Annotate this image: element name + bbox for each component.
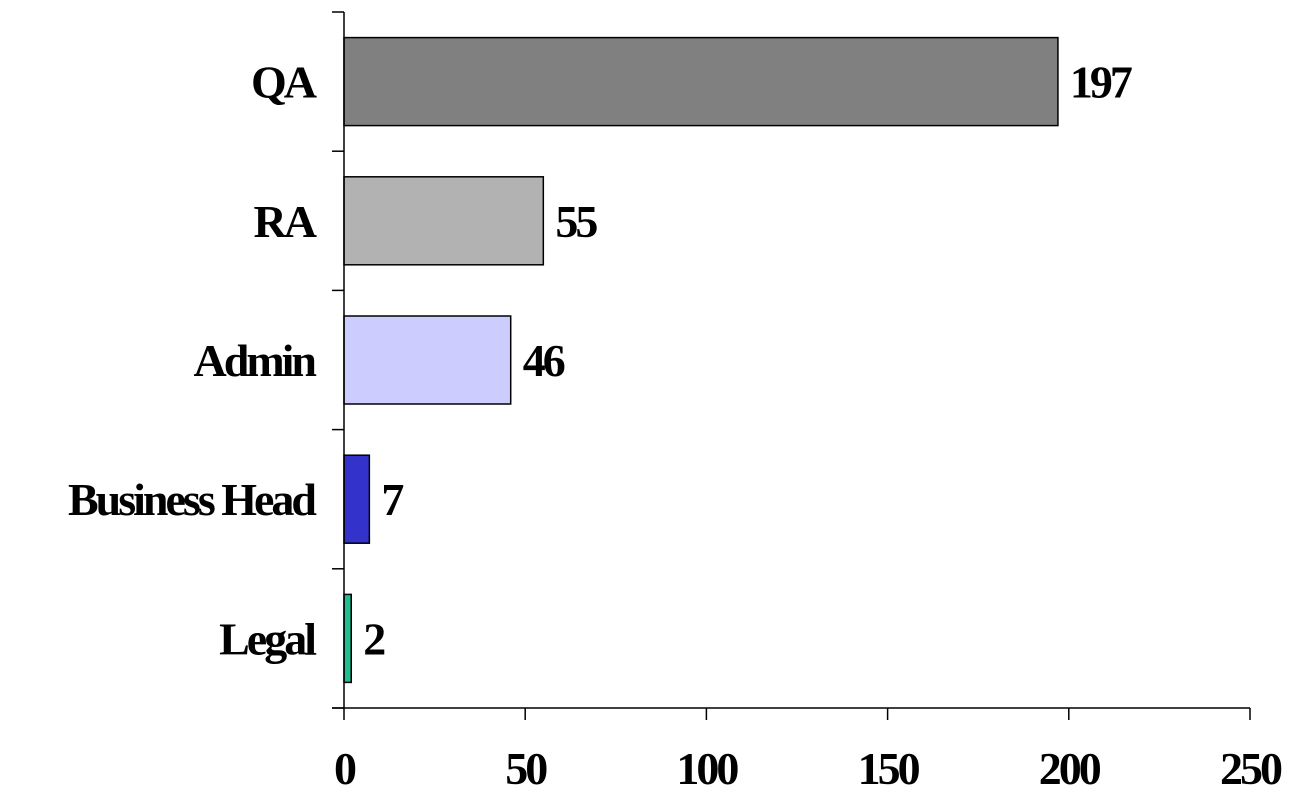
labels-group: 197 QA 55 RA 46 Admin 7 Business Head 2 Legal 0 50 1… [68, 57, 1285, 794]
value-label-admin: 46 [523, 335, 565, 386]
x-tick-label: 100 [676, 743, 738, 794]
x-tick-label: 200 [1039, 743, 1101, 794]
bars-group [343, 36, 1059, 684]
category-label-qa: QA [251, 57, 317, 108]
bar-admin [343, 315, 512, 405]
value-label-qa: 197 [1070, 57, 1132, 108]
bar-business-head [343, 454, 371, 544]
axes-group [332, 11, 1251, 720]
x-tick-label: 50 [505, 743, 547, 794]
value-label-legal: 2 [363, 613, 385, 664]
x-tick-label: 150 [858, 743, 920, 794]
bar-qa [343, 36, 1059, 127]
category-label-admin: Admin [194, 335, 317, 386]
value-label-ra: 55 [555, 196, 597, 247]
bar-legal [343, 593, 352, 684]
category-label-business-head: Business Head [68, 474, 317, 525]
value-label-business-head: 7 [381, 474, 403, 525]
x-tick-label: 250 [1220, 743, 1282, 794]
category-label-ra: RA [254, 196, 317, 247]
bar-ra [343, 176, 545, 266]
x-tick-label: 0 [334, 743, 356, 794]
category-label-legal: Legal [219, 613, 316, 664]
